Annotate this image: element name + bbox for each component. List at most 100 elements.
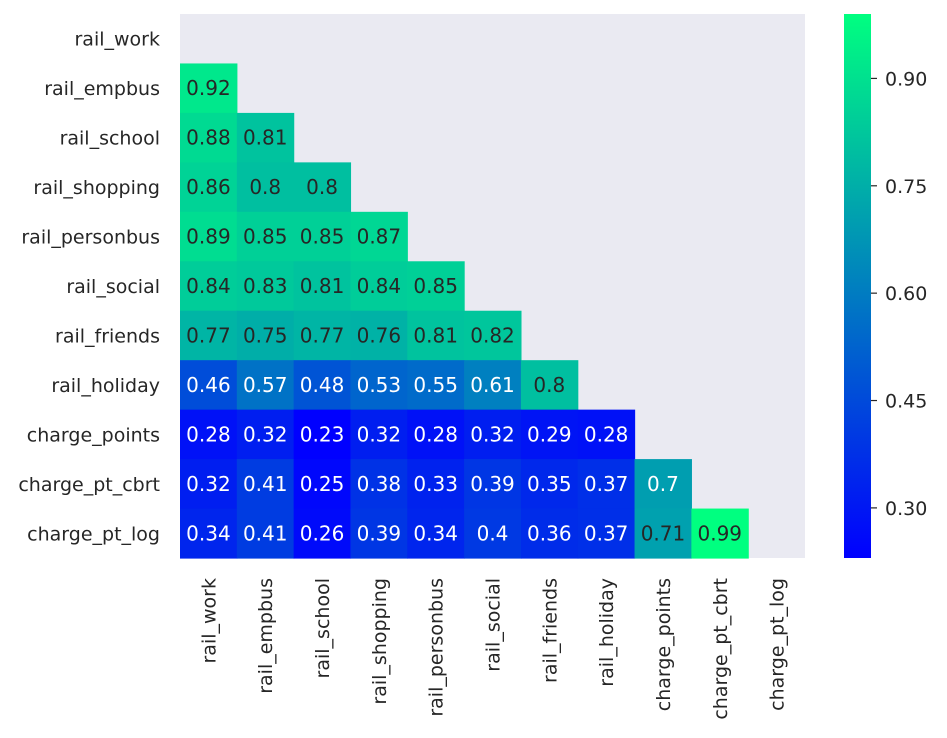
row-tick-label: charge_points: [27, 424, 160, 446]
heatmap-cell: [180, 63, 238, 114]
heatmap-cell: [236, 211, 295, 262]
cell-value-label: 0.89: [186, 225, 231, 249]
heatmap-cell: [464, 409, 522, 460]
heatmap-cell: [180, 310, 238, 361]
row-tick-label: rail_empbus: [44, 78, 160, 100]
colorbar-tick-label: 0.60: [885, 283, 927, 305]
cell-value-label: 0.81: [300, 274, 345, 298]
heatmap-cell: [180, 211, 238, 262]
cell-value-label: 0.39: [470, 472, 515, 496]
heatmap-cell: [577, 459, 636, 510]
heatmap-cell: [634, 508, 692, 559]
heatmap-cell: [236, 112, 295, 163]
cell-value-label: 0.81: [243, 126, 288, 150]
column-tick-label: rail_empbus: [255, 578, 277, 694]
colorbar-ticks: 0.30 0.45 0.60 0.75 0.90: [871, 68, 927, 520]
heatmap-cell: [293, 310, 352, 361]
cell-value-label: 0.32: [186, 472, 231, 496]
heatmap-cell: [350, 310, 408, 361]
heatmap-cell: [520, 508, 579, 559]
heatmap-cell: [350, 261, 408, 312]
cell-value-label: 0.83: [243, 274, 288, 298]
heatmap-cell: [577, 508, 636, 559]
heatmap-cell: [293, 360, 352, 411]
heatmap-cell: [407, 261, 465, 312]
heatmap-cell: [293, 162, 352, 213]
cell-value-label: 0.81: [413, 323, 458, 347]
cell-value-label: 0.8: [306, 175, 338, 199]
heatmap-cell: [293, 211, 352, 262]
colorbar-tick-label: 0.75: [885, 176, 927, 198]
cell-value-label: 0.8: [249, 175, 281, 199]
row-tick-label: rail_social: [66, 276, 160, 298]
cell-value-label: 0.76: [357, 323, 402, 347]
heatmap-cell: [293, 459, 352, 510]
row-tick-label: rail_school: [60, 128, 160, 150]
column-tick-label: charge_pt_log: [767, 578, 789, 711]
cell-value-label: 0.34: [413, 521, 458, 545]
cell-value-label: 0.4: [477, 521, 509, 545]
column-tick-labels: rail_work rail_empbus rail_school rail_shop…: [198, 578, 788, 720]
cell-value-label: 0.8: [533, 373, 565, 397]
heatmap-cell: [180, 360, 238, 411]
heatmap-cell: [464, 360, 522, 411]
heatmap-cell: [350, 508, 408, 559]
column-tick-label: rail_work: [198, 578, 220, 664]
cell-value-label: 0.99: [698, 521, 743, 545]
cell-value-label: 0.28: [186, 422, 231, 446]
cell-value-label: 0.28: [584, 422, 629, 446]
column-tick-label: rail_social: [483, 578, 505, 672]
cell-value-label: 0.37: [584, 472, 629, 496]
cell-value-label: 0.33: [413, 472, 458, 496]
column-tick-label: charge_pt_cbrt: [710, 578, 732, 720]
cell-value-label: 0.29: [527, 422, 572, 446]
heatmap-cell: [180, 409, 238, 460]
cell-value-label: 0.36: [527, 521, 572, 545]
cell-value-label: 0.48: [300, 373, 345, 397]
heatmap-cell: [236, 508, 295, 559]
column-tick-label: rail_holiday: [596, 578, 618, 687]
cell-value-label: 0.28: [413, 422, 458, 446]
heatmap-cell: [236, 310, 295, 361]
heatmap-cell: [407, 310, 465, 361]
heatmap-cell: [407, 459, 465, 510]
cell-value-label: 0.71: [641, 521, 686, 545]
heatmap-cell: [520, 409, 579, 460]
column-tick-label: rail_personbus: [426, 578, 448, 717]
cell-value-label: 0.55: [413, 373, 458, 397]
heatmap-cell: [634, 459, 692, 510]
cell-value-label: 0.82: [470, 323, 515, 347]
cell-value-label: 0.23: [300, 422, 345, 446]
cell-value-label: 0.38: [357, 472, 402, 496]
cell-value-label: 0.35: [527, 472, 572, 496]
cell-value-label: 0.85: [243, 225, 288, 249]
heatmap-cell: [464, 508, 522, 559]
heatmap-cell: [577, 409, 636, 460]
cell-value-label: 0.41: [243, 521, 288, 545]
heatmap-cell: [180, 508, 238, 559]
cell-value-label: 0.34: [186, 521, 231, 545]
column-tick-label: rail_school: [312, 578, 334, 678]
cell-value-label: 0.61: [470, 373, 515, 397]
heatmap-cell: [350, 211, 408, 262]
cell-value-label: 0.77: [300, 323, 345, 347]
cell-value-label: 0.32: [357, 422, 402, 446]
heatmap-cell: [180, 459, 238, 510]
heatmap-cell: [236, 409, 295, 460]
colorbar: [844, 14, 871, 558]
row-tick-label: charge_pt_cbrt: [18, 474, 160, 496]
cell-value-label: 0.7: [647, 472, 679, 496]
heatmap-cell: [293, 409, 352, 460]
cell-value-label: 0.92: [186, 76, 231, 100]
column-tick-label: rail_shopping: [369, 578, 391, 705]
cell-value-label: 0.75: [243, 323, 288, 347]
heatmap-cell: [350, 459, 408, 510]
heatmap-cell: [407, 409, 465, 460]
heatmap-cell: [464, 459, 522, 510]
heatmap-cell: [350, 360, 408, 411]
cell-value-label: 0.32: [470, 422, 515, 446]
heatmap-cell: [293, 261, 352, 312]
colorbar-tick-label: 0.90: [885, 68, 927, 90]
cell-labels: 0.92 0.88 0.81 0.86 0.8 0.8 0.89 0.85 0.85 0.87 0.…: [186, 76, 742, 545]
heatmap-cell: [520, 360, 579, 411]
